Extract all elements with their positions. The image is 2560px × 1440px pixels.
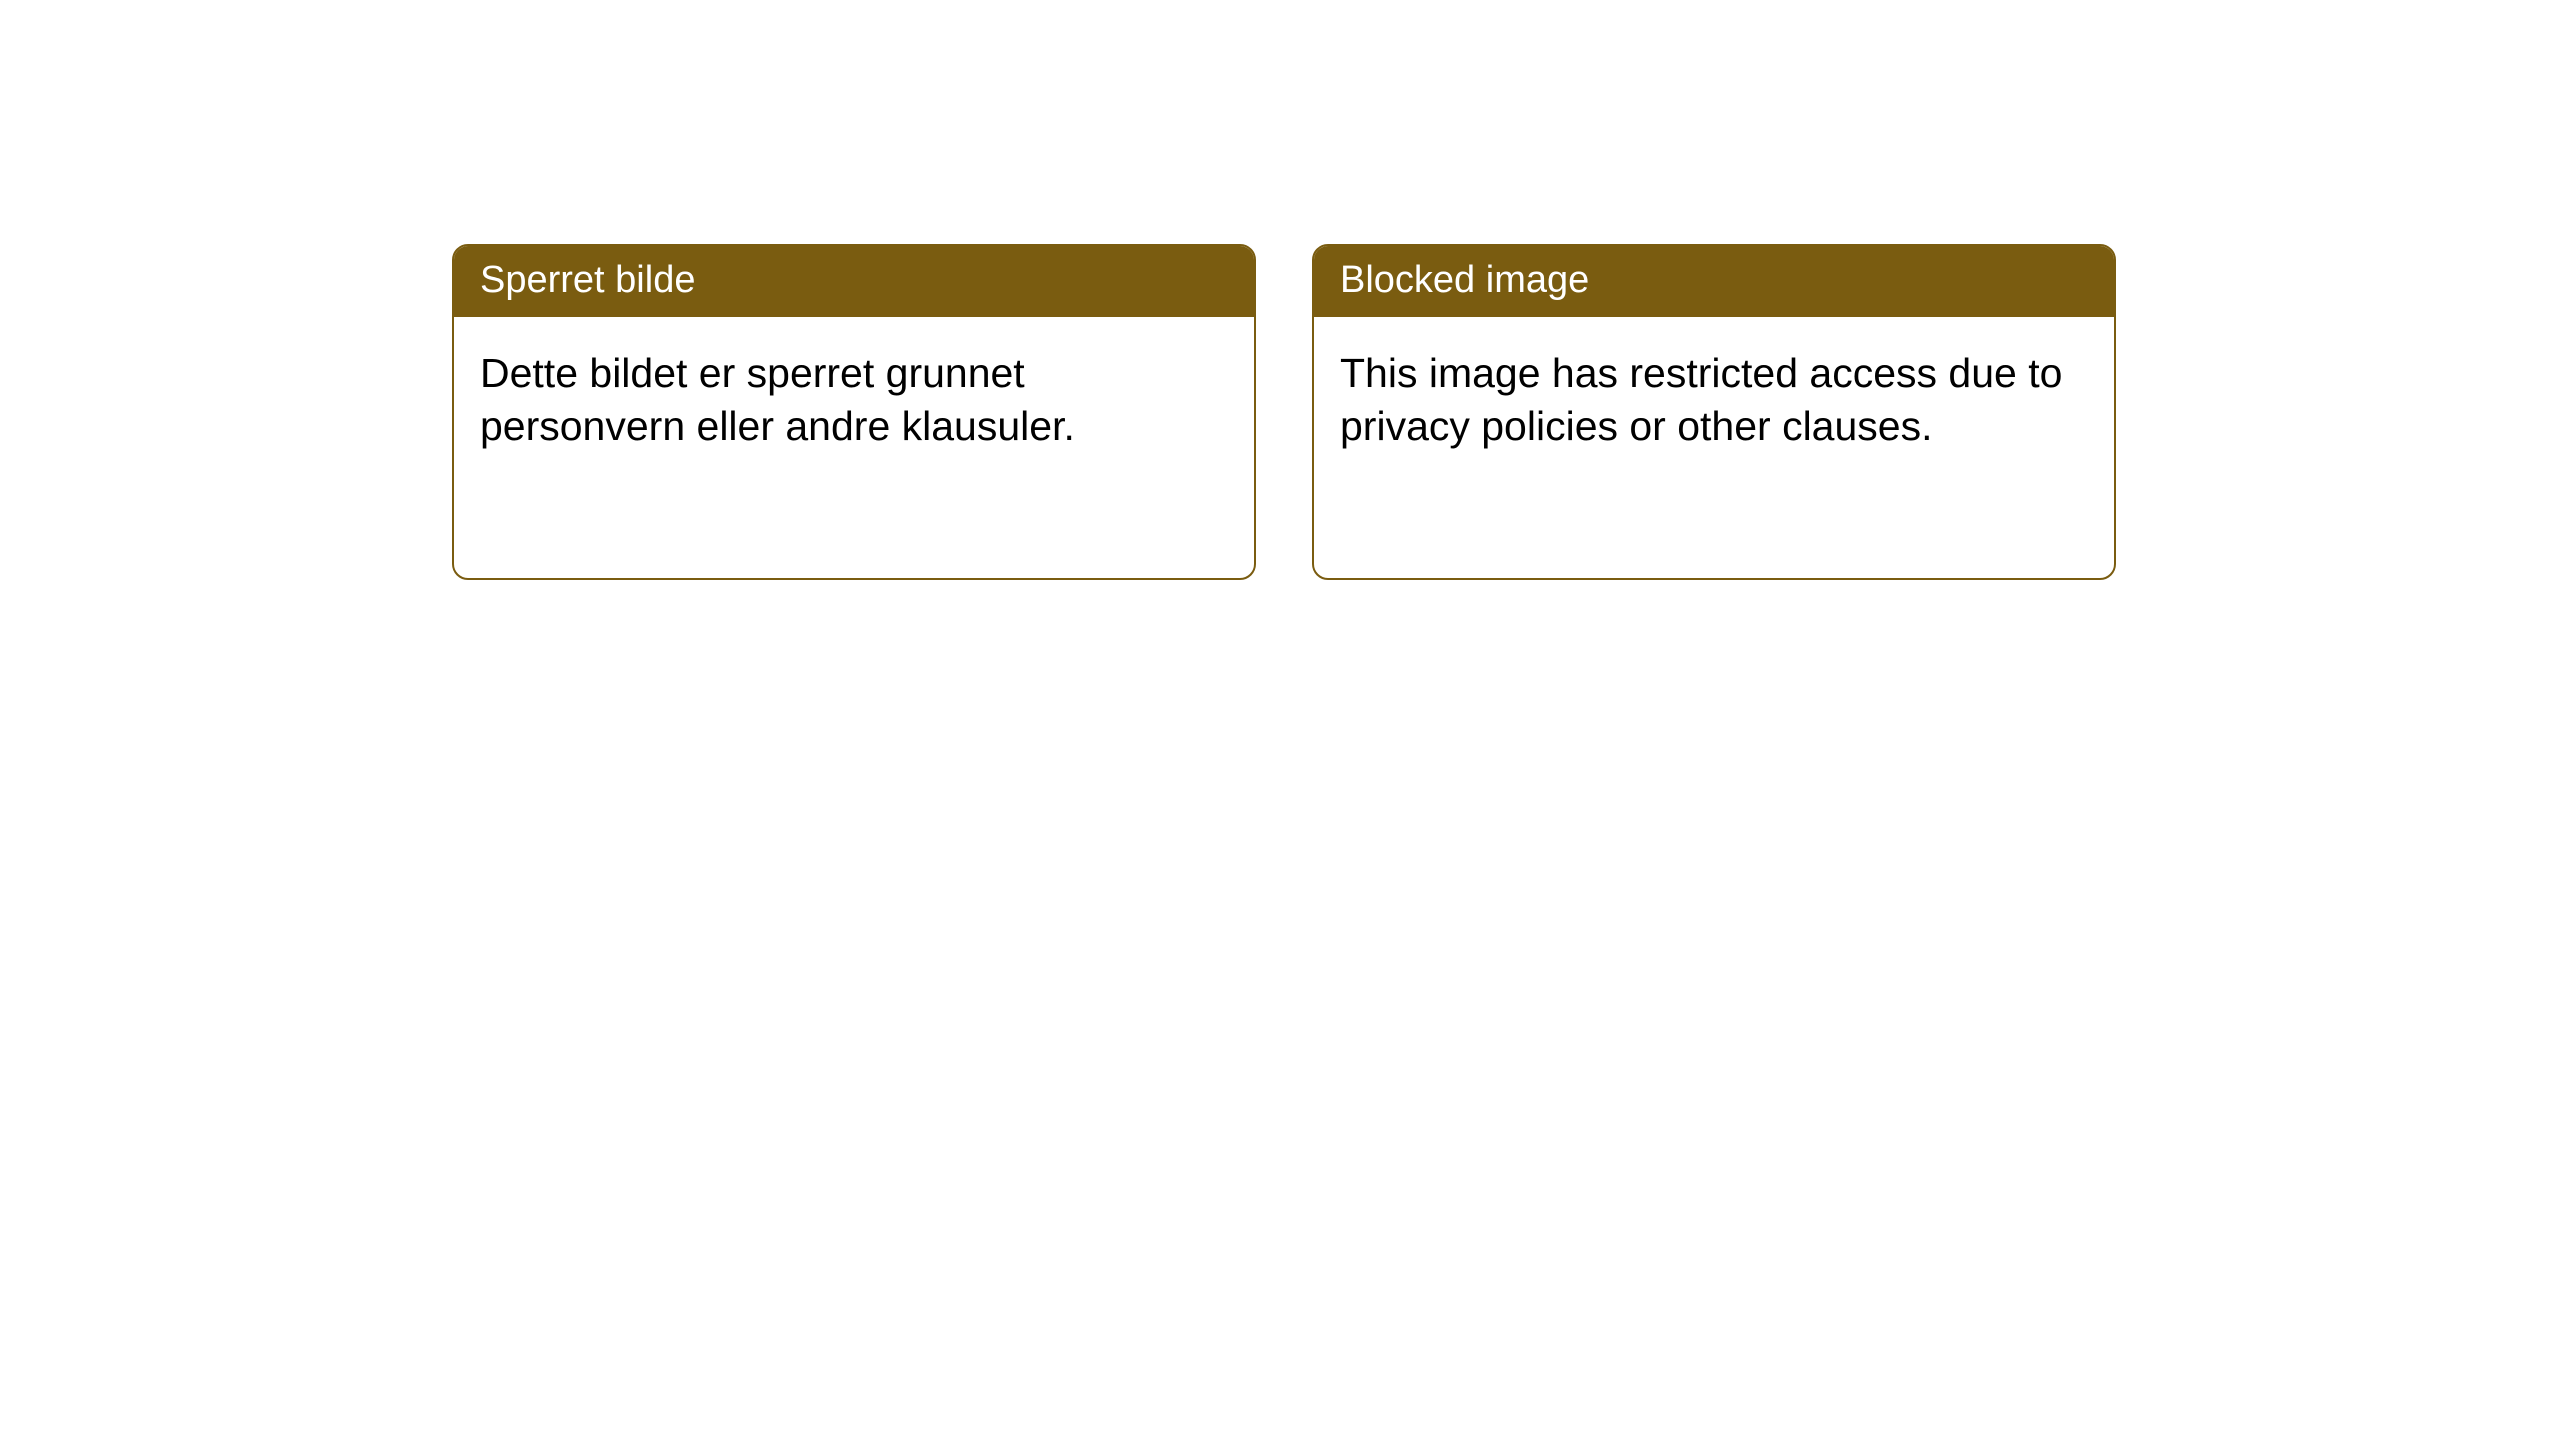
card-body-norwegian: Dette bildet er sperret grunnet personve… [454,317,1254,482]
card-body-english: This image has restricted access due to … [1314,317,2114,482]
notice-container: Sperret bilde Dette bildet er sperret gr… [0,0,2560,580]
card-title-english: Blocked image [1314,246,2114,317]
blocked-image-card-norwegian: Sperret bilde Dette bildet er sperret gr… [452,244,1256,580]
card-title-norwegian: Sperret bilde [454,246,1254,317]
blocked-image-card-english: Blocked image This image has restricted … [1312,244,2116,580]
